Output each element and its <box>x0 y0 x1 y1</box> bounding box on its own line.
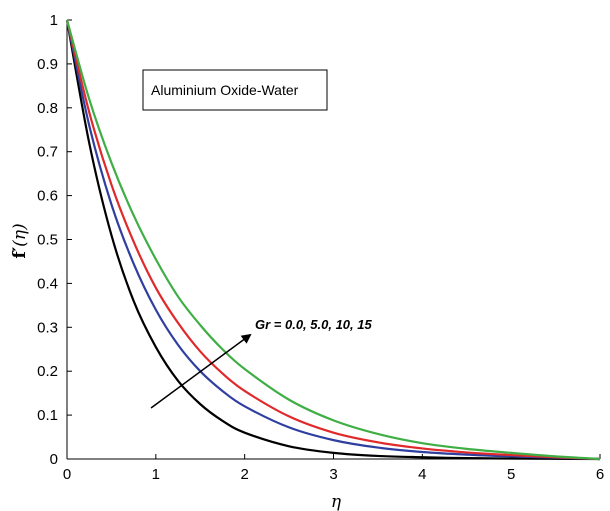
y-axis-title-f: f <box>10 250 30 259</box>
x-tick-label: 2 <box>240 466 248 483</box>
y-tick-label: 0.9 <box>37 56 58 73</box>
y-tick-label: 0.5 <box>37 232 58 249</box>
axes: 0 1 2 3 4 5 6 0 0.1 0.2 0.3 0.4 0.5 0.6 0.7 0.8 0.9 1 <box>37 12 604 483</box>
x-tick-label: 4 <box>418 466 426 483</box>
y-tick-label: 0.8 <box>37 100 58 117</box>
x-tick-label: 0 <box>63 466 71 483</box>
series-layer <box>65 19 601 461</box>
legend-box <box>142 69 328 111</box>
y-tick-label: 0.2 <box>37 363 58 380</box>
annotation-text: Gr = 0.0, 5.0, 10, 15 <box>255 317 372 332</box>
y-tick-label: 0.6 <box>37 188 58 205</box>
y-tick-label: 0 <box>50 451 58 468</box>
y-tick-label: 0.1 <box>37 407 58 424</box>
y-tick-label: 0.7 <box>37 144 58 161</box>
series-line-2 <box>65 19 601 461</box>
x-tick-label: 6 <box>596 466 604 483</box>
y-axis-title: f′(η) <box>10 223 30 258</box>
series-line-0 <box>65 19 601 461</box>
legend-box-text: Aluminium Oxide-Water <box>151 82 299 98</box>
x-axis-title: η <box>331 492 342 511</box>
y-tick-label: 1 <box>50 12 58 29</box>
series-line-1 <box>65 19 601 461</box>
y-axis-title-prime: ′ <box>10 246 30 251</box>
y-tick-label: 0.4 <box>37 275 58 292</box>
x-tick-label: 5 <box>507 466 515 483</box>
annotation-arrow <box>150 333 252 409</box>
y-tick-label: 0.3 <box>37 319 58 336</box>
x-tick-label: 3 <box>329 466 337 483</box>
series-line-3 <box>65 19 601 461</box>
y-axis-title-arg: (η) <box>10 223 30 246</box>
x-tick-label: 1 <box>152 466 160 483</box>
